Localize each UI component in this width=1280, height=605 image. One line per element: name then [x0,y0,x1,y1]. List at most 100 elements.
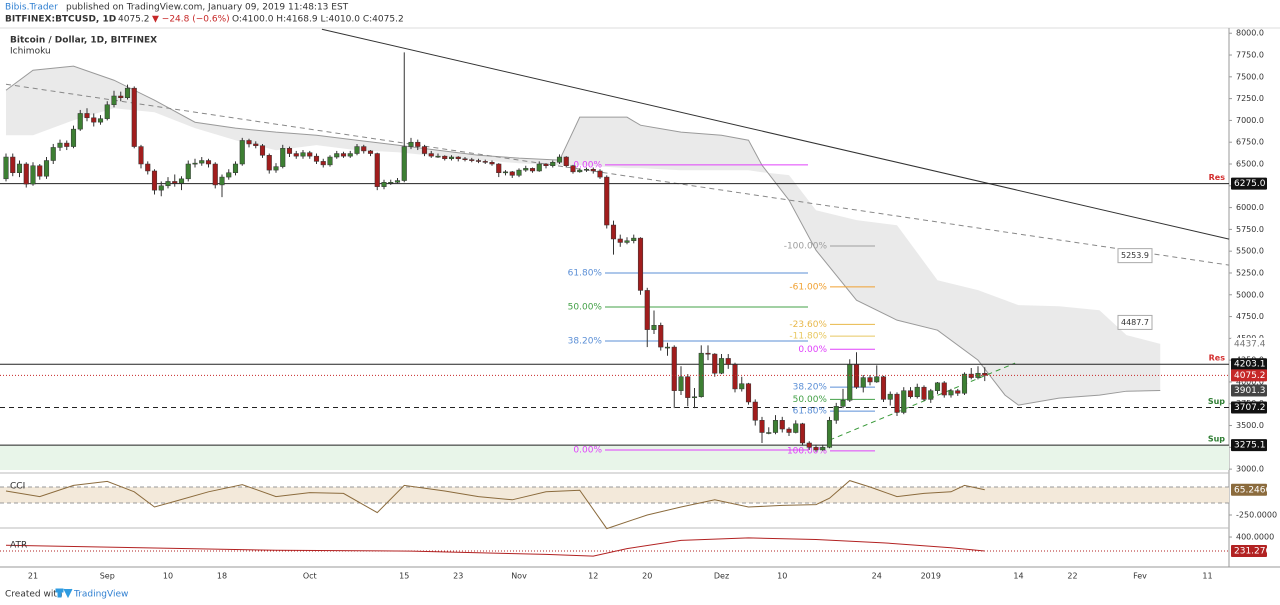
candle-body [327,156,333,166]
candle-body [158,185,164,191]
candle-body [185,163,191,180]
change: ▼ −24.8 (−0.6%) [152,15,230,25]
y-tick-label: 5500.0 [1236,247,1264,256]
x-tick-label: 12 [588,572,598,581]
fib-label: 38.20% [793,383,828,393]
value-badge-label: 65.2466 [1234,485,1271,495]
candle-body [968,373,974,378]
candle-body [286,148,293,154]
candle-body [415,141,421,147]
candle-body [347,153,353,157]
candle-body [70,128,77,147]
x-tick-label: 21 [28,572,38,581]
fib-label: 0.00% [798,345,827,355]
x-tick-label: Dez [714,572,729,581]
cloud-badge-label: 3901.3 [1234,386,1266,396]
candle-body [313,155,320,162]
y-tick-label: 6000.0 [1236,203,1264,212]
x-tick-label: 14 [1013,572,1023,581]
candle-body [671,346,677,391]
y-tick-label: 5250.0 [1236,268,1264,277]
x-tick-label: 20 [642,572,652,581]
candle-body [516,169,522,176]
candle-body [793,423,799,433]
candle-body [820,447,826,451]
y-tick-label: 5000.0 [1236,290,1264,299]
candle-body [300,152,306,157]
candle-body [421,146,428,154]
candle-body [178,178,185,184]
candle-body [3,156,9,180]
candle-body [894,393,900,413]
candle-body [77,113,83,130]
candle-body [253,143,259,146]
candle-body [604,176,610,226]
candle-body [610,224,617,240]
candle-body [583,168,590,171]
fib-label: -23.60% [789,320,827,330]
candle-body [205,160,212,165]
fib-label: -100.00% [784,241,828,251]
y-tick-label: 4750.0 [1236,312,1264,321]
candle-body [887,393,893,400]
candle-body [840,400,846,407]
level-badge [1231,401,1267,414]
candle-body [772,420,779,433]
candle-body [428,153,434,157]
x-tick-label: 15 [399,572,409,581]
candle-body [448,156,455,160]
level-tag: Sup [1208,435,1225,444]
x-tick-label: 24 [872,572,882,581]
level-badge-label: 3275.1 [1234,441,1266,451]
footer-brand[interactable]: TradingView [73,590,128,600]
candle-body [435,155,441,158]
candle-body [502,171,509,174]
y-tick-label: 3500.0 [1236,421,1264,430]
atr-line [5,537,985,557]
level-badge-label: 3707.2 [1234,403,1266,413]
candle-body [799,423,806,444]
candle-body [226,172,232,178]
level-tag: Res [1209,354,1226,363]
candle-body [50,147,56,161]
candle-body [570,165,576,173]
candle-body [462,158,468,161]
candle-body [624,240,630,243]
cci-line [5,480,985,530]
indicator-name: Ichimoku [10,47,51,57]
candle-body [860,377,866,388]
callout-label: 4487.7 [1121,318,1149,327]
candle-body [91,117,97,123]
fib-label: 0.00% [573,160,602,170]
author[interactable]: Bibis.Trader [5,3,58,13]
candle-body [469,159,475,161]
x-tick-label: Sep [100,572,115,581]
candle-body [145,163,151,172]
candle-body [192,162,198,165]
trend-line [829,362,1016,441]
candle-body [550,162,556,166]
y-tick-label: -250.0000 [1236,511,1277,520]
cloud-badge [1231,337,1267,350]
candle-body [806,442,812,448]
candle-body [374,153,380,187]
candle-body [16,163,23,173]
candle-body [543,163,549,166]
logo [55,588,73,599]
candle-body [617,238,623,243]
candle-body [388,182,394,184]
y-tick-label: 3000.0 [1236,465,1264,474]
candle-body [705,352,711,355]
candle-body [307,152,313,157]
candle-body [874,376,880,383]
symbol: BITFINEX:BTCUSD, 1D [5,15,116,25]
callout-box [1117,314,1153,330]
candle-body [259,145,266,156]
x-tick-label: 2019 [921,572,941,581]
fib-label: 100.00% [787,446,827,456]
chart-title: Bitcoin / Dollar, 1D, BITFINEX [10,36,157,46]
cloud-line [5,65,1161,406]
candle-body [955,390,961,394]
y-tick-label: 7250.0 [1236,94,1264,103]
